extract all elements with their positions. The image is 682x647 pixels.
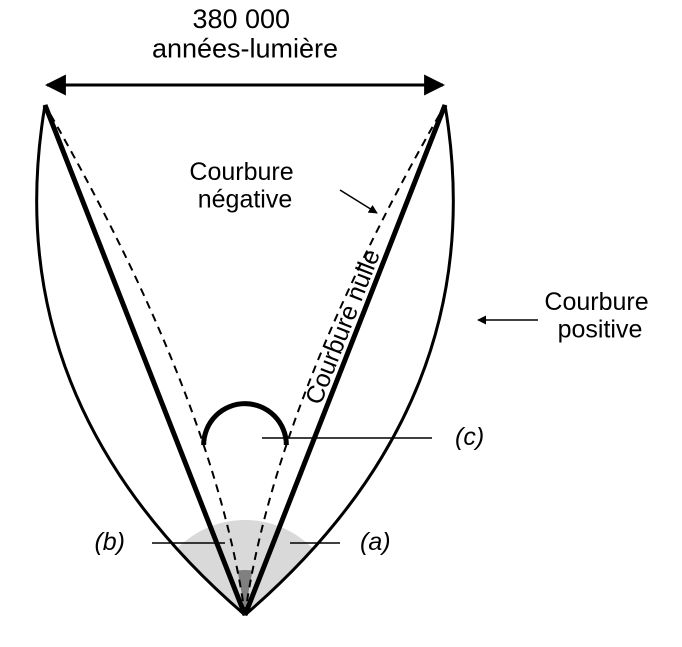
curvature-diagram: 380 000 années-lumière Courbure négative… (0, 0, 682, 647)
positive-curvature-label: Courbure positive (544, 288, 655, 344)
leader-negative (340, 190, 377, 213)
angle-mark-c (204, 404, 287, 445)
null-curvature-label: Courbure nulle (300, 245, 386, 408)
label-a: (a) (360, 528, 391, 556)
label-b: (b) (94, 528, 125, 556)
distance-label: 380 000 années-lumière (152, 4, 338, 64)
label-c: (c) (455, 423, 484, 451)
negative-curvature-label: Courbure négative (189, 158, 300, 214)
